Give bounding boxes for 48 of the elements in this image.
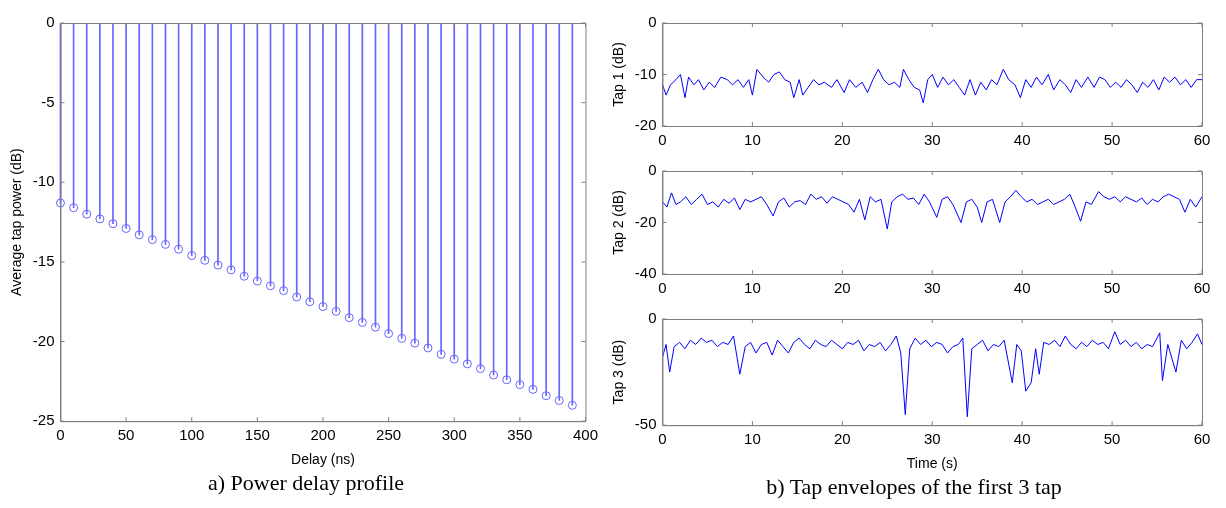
y-tick-label: 0 [46,13,55,31]
x-tick-label: 40 [1013,279,1031,297]
x-tick-label: 10 [744,131,761,149]
x-tick-label: 40 [1013,430,1031,448]
x-tick-label: 150 [244,426,270,444]
y-tick-label: -20 [32,331,55,349]
y-axis-title: Tap 2 (dB) [610,190,627,255]
x-tick-label: 60 [1193,430,1211,448]
x-tick-label: 50 [1103,430,1121,448]
x-tick-label: 400 [572,426,598,444]
x-tick-label: 250 [376,426,402,444]
y-tick-label: -20 [634,212,657,230]
y-tick-label: -15 [32,252,55,270]
x-tick-label: 100 [179,426,205,444]
x-tick-label: 60 [1193,131,1211,149]
x-axis-title: Time (s) [906,455,958,472]
y-tick-label: -50 [634,415,657,433]
x-axis-title: Delay (ns) [291,451,355,468]
x-tick-label: 10 [744,430,761,448]
x-tick-label: 30 [923,430,941,448]
y-tick-label: -10 [32,172,55,190]
x-tick-label: 20 [833,279,851,297]
x-tick-label: 60 [1193,279,1211,297]
x-tick-label: 40 [1013,131,1031,149]
y-tick-label: -5 [41,92,55,110]
y-axis-title: Tap 3 (dB) [610,339,627,405]
x-tick-label: 300 [441,426,467,444]
y-tick-label: -20 [634,116,657,134]
x-tick-label: 50 [1103,279,1121,297]
y-tick-label: 0 [648,309,657,327]
text: a) Power delay profile [206,470,406,496]
x-tick-label: 350 [507,426,533,444]
x-tick-label: 50 [1103,131,1121,149]
y-tick-label: -25 [32,411,55,429]
x-tick-label: 30 [923,131,941,149]
x-tick-label: 20 [833,430,851,448]
x-tick-label: 30 [923,279,941,297]
text: b) Tap envelopes of the first 3 tap [765,474,1063,500]
y-tick-label: -40 [634,264,657,282]
x-tick-label: 20 [833,131,851,149]
y-tick-label: 0 [648,161,657,179]
y-tick-label: -10 [634,64,657,82]
x-tick-label: 200 [310,426,336,444]
y-axis-title: Tap 1 (dB) [610,42,627,107]
y-tick-label: 0 [648,13,657,31]
x-tick-label: 50 [117,426,135,444]
y-axis-title: Average tap power (dB) [8,148,25,296]
x-tick-label: 10 [744,279,761,297]
